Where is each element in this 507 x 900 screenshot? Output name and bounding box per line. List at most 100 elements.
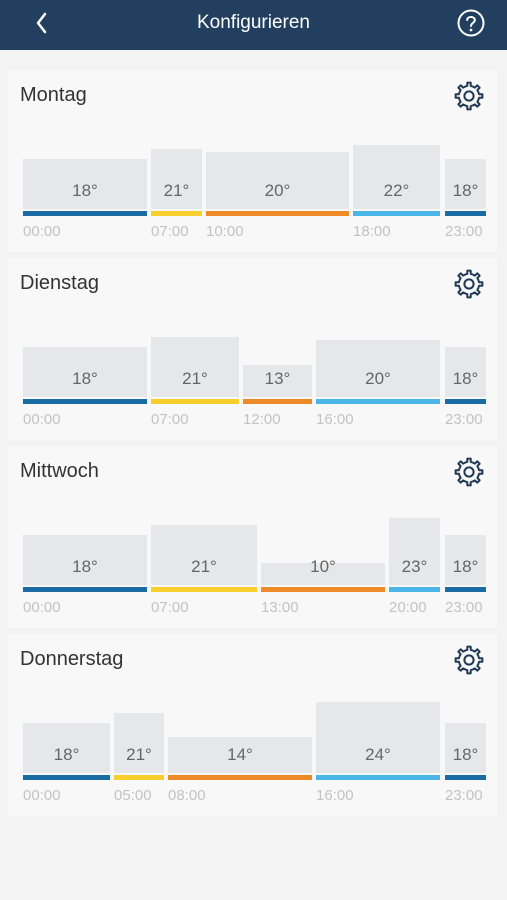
day-title: Mittwoch <box>20 460 99 482</box>
schedule-segment[interactable]: 20° 16:00 <box>316 258 440 440</box>
color-indicator <box>151 399 239 404</box>
color-indicator <box>243 399 312 404</box>
temperature-block <box>316 702 440 773</box>
day-card: Dienstag 18° 00:00 21° 07:00 13° 12:00 20° 16:00… <box>8 258 497 440</box>
schedule-segment[interactable]: 18° 23:00 <box>445 446 486 628</box>
start-time-label: 23:00 <box>445 599 483 616</box>
temperature-block <box>23 159 147 209</box>
start-time-label: 23:00 <box>445 787 483 804</box>
chevron-left-icon <box>36 12 47 34</box>
day-settings-button[interactable] <box>453 268 485 300</box>
temperature-label: 21° <box>182 369 208 388</box>
schedule-segment[interactable]: 23° 20:00 <box>389 446 440 628</box>
schedule-segment[interactable]: 18° 00:00 <box>23 446 147 628</box>
temperature-block <box>445 535 486 585</box>
schedule-segment[interactable]: 13° 12:00 <box>243 258 312 440</box>
color-indicator <box>23 587 147 592</box>
start-time-label: 00:00 <box>23 411 61 428</box>
temperature-label: 18° <box>53 745 80 764</box>
temperature-block <box>243 364 312 397</box>
gear-icon <box>454 457 484 487</box>
schedule-segment[interactable]: 18° 00:00 <box>23 70 147 252</box>
schedule-segment[interactable]: 24° 16:00 <box>316 634 440 816</box>
gear-icon <box>454 645 484 675</box>
start-time-label: 07:00 <box>151 411 189 428</box>
color-indicator <box>114 775 164 780</box>
temperature-label: 18° <box>452 181 479 200</box>
day-settings-button[interactable] <box>453 80 485 112</box>
temperature-label: 24° <box>365 745 391 764</box>
temperature-block <box>23 535 147 585</box>
start-time-label: 08:00 <box>168 787 206 804</box>
temperature-block <box>151 148 202 209</box>
schedule-segment[interactable]: 18° 00:00 <box>23 634 110 816</box>
start-time-label: 00:00 <box>23 223 61 240</box>
temperature-label: 18° <box>72 557 98 576</box>
color-indicator <box>23 775 110 780</box>
day-settings-button[interactable] <box>453 644 485 676</box>
color-indicator <box>151 211 202 216</box>
temperature-block <box>316 340 440 397</box>
day-title: Montag <box>20 84 87 106</box>
schedule-segment[interactable]: 18° 23:00 <box>445 634 486 816</box>
start-time-label: 07:00 <box>151 599 189 616</box>
schedule-segment[interactable]: 21° 07:00 <box>151 70 202 252</box>
temperature-block <box>23 723 110 773</box>
schedule-segment[interactable]: 22° 18:00 <box>353 70 440 252</box>
temperature-block <box>445 723 486 773</box>
day-card: Montag 18° 00:00 21° 07:00 20° 10:00 22° 18:00 18… <box>8 70 497 252</box>
schedule-segment[interactable]: 21° 05:00 <box>114 634 164 816</box>
page-title: Konfigurieren <box>196 12 311 33</box>
temperature-label: 10° <box>310 557 336 576</box>
temperature-block <box>23 347 147 397</box>
temperature-label: 18° <box>72 181 98 200</box>
schedule-segment[interactable]: 21° 07:00 <box>151 446 257 628</box>
color-indicator <box>23 399 147 404</box>
temperature-label: 21° <box>191 557 217 576</box>
temperature-block <box>389 517 440 585</box>
color-indicator <box>389 587 440 592</box>
temperature-label: 20° <box>365 369 391 388</box>
day-title: Dienstag <box>20 272 99 294</box>
color-indicator <box>151 587 257 592</box>
schedule-segment[interactable]: 18° 23:00 <box>445 70 486 252</box>
temperature-label: 13° <box>264 369 291 388</box>
temperature-label: 22° <box>383 181 410 200</box>
day-card: Donnerstag 18° 00:00 21° 05:00 14° 08:00 24° 16:… <box>8 634 497 816</box>
schedule-segment[interactable]: 14° 08:00 <box>168 634 312 816</box>
color-indicator <box>445 399 486 404</box>
back-button[interactable] <box>20 6 60 40</box>
start-time-label: 16:00 <box>316 787 354 804</box>
temperature-label: 20° <box>264 181 291 200</box>
schedule-segment[interactable]: 18° 00:00 <box>23 258 147 440</box>
start-time-label: 07:00 <box>151 223 189 240</box>
color-indicator <box>445 775 486 780</box>
temperature-block <box>445 347 486 397</box>
color-indicator <box>261 587 385 592</box>
day-title: Donnerstag <box>20 648 124 670</box>
help-button[interactable] <box>457 9 485 37</box>
start-time-label: 16:00 <box>316 411 354 428</box>
color-indicator <box>23 211 147 216</box>
start-time-label: 00:00 <box>23 599 61 616</box>
color-indicator <box>445 211 486 216</box>
temperature-block <box>114 712 164 773</box>
start-time-label: 18:00 <box>353 223 391 240</box>
color-indicator <box>316 399 440 404</box>
temperature-block <box>168 737 312 773</box>
schedule-segment[interactable]: 21° 07:00 <box>151 258 239 440</box>
temperature-block <box>151 524 257 585</box>
temperature-label: 21° <box>126 745 152 764</box>
schedule-segment[interactable]: 18° 23:00 <box>445 258 486 440</box>
help-icon <box>457 9 485 37</box>
temperature-block <box>151 336 239 397</box>
day-settings-button[interactable] <box>453 456 485 488</box>
start-time-label: 20:00 <box>389 599 427 616</box>
schedule-segment[interactable]: 20° 10:00 <box>206 70 349 252</box>
temperature-block <box>206 152 349 209</box>
temperature-block <box>261 563 385 585</box>
temperature-label: 23° <box>401 557 428 576</box>
start-time-label: 10:00 <box>206 223 244 240</box>
schedule-segment[interactable]: 10° 13:00 <box>261 446 385 628</box>
start-time-label: 05:00 <box>114 787 152 804</box>
